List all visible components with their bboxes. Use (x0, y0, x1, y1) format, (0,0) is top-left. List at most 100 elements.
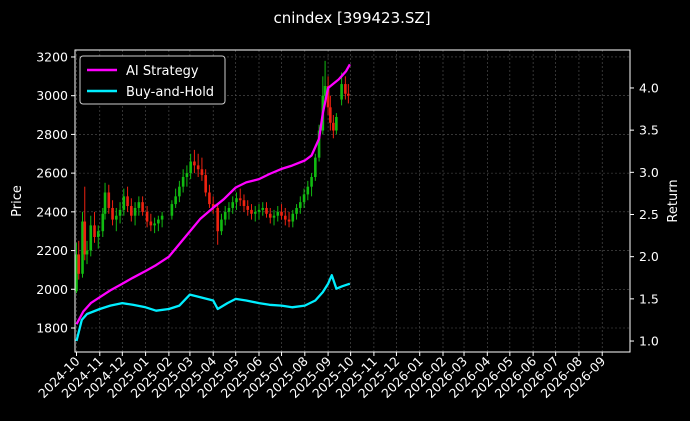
legend-label-ai: AI Strategy (126, 64, 199, 79)
candle-body (323, 86, 327, 96)
candle-body (253, 211, 257, 214)
candle-body (157, 219, 160, 224)
candle-body (160, 215, 164, 220)
candle-body (238, 198, 242, 201)
candle-body (295, 207, 298, 214)
candle-body (268, 213, 272, 218)
candle-body (287, 219, 291, 222)
candle-body (231, 202, 235, 208)
candle-body (276, 211, 280, 216)
candle-body (283, 215, 287, 220)
candle-body (299, 202, 302, 208)
candle-body (242, 200, 246, 207)
candle-body (344, 84, 347, 94)
y2-tick-label: 1.0 (639, 334, 659, 349)
candle-body (250, 209, 253, 214)
y2-tick-label: 3.0 (639, 165, 659, 180)
y-tick-label: 1800 (36, 320, 68, 335)
candle-body (257, 209, 261, 212)
candle-body (211, 204, 215, 208)
candle-body (181, 176, 185, 187)
candle-body (101, 213, 105, 232)
candle-body (261, 207, 265, 210)
y-tick-label: 2000 (36, 282, 68, 297)
candle-body (280, 211, 283, 216)
candle-body (272, 215, 276, 218)
y2-tick-label: 2.0 (639, 249, 659, 264)
candle-body (130, 206, 133, 216)
candle-body (170, 204, 174, 216)
candle-body (122, 196, 126, 210)
candle-body (291, 213, 295, 222)
candle-body (246, 206, 250, 210)
date-axis: 2024-102024-112024-122025-012025-022025-… (35, 352, 608, 401)
candle-body (326, 86, 330, 108)
candle-body (103, 192, 107, 214)
candle-body (235, 198, 238, 203)
candle-body (93, 225, 96, 238)
price-axis: 1800 2000 2200 2400 2600 2800 3000 3200 (36, 49, 75, 335)
y-tick-label: 2400 (36, 204, 68, 219)
candle-body (220, 219, 223, 232)
candle-body (193, 161, 196, 166)
candle-body (189, 161, 192, 174)
candle-body (118, 209, 122, 216)
candle-body (107, 192, 111, 208)
candles (75, 60, 350, 294)
candle-body (145, 211, 149, 222)
y2-tick-label: 4.0 (639, 80, 659, 95)
candle-body (340, 84, 343, 100)
series-line-buy-and-hold (75, 274, 351, 342)
legend-label-bh: Buy-and-Hold (126, 85, 214, 100)
plot-frame (74, 49, 631, 353)
candle-body (126, 196, 129, 207)
candle-body (178, 186, 181, 197)
candle-body (153, 223, 156, 226)
y2-tick-label: 2.5 (639, 207, 659, 222)
y-tick-label: 3200 (36, 49, 68, 64)
y-tick-label: 2600 (36, 166, 68, 181)
y2-tick-label: 1.5 (639, 291, 659, 306)
candle-body (96, 231, 100, 238)
candle-body (196, 165, 200, 170)
candle-body (227, 207, 231, 212)
candle-body (75, 254, 78, 292)
y2-tick-label: 3.5 (639, 123, 659, 138)
candle-body (185, 173, 189, 177)
candle-body (302, 194, 306, 203)
candle-body (317, 130, 321, 158)
candle-body (83, 221, 87, 255)
candle-body (85, 250, 89, 255)
candle-body (335, 116, 338, 131)
candle-body (81, 221, 84, 274)
return-axis: 1.0 1.5 2.0 2.5 3.0 3.5 4.0 (630, 80, 659, 349)
candle-body (204, 175, 207, 193)
y-tick-label: 2800 (36, 127, 68, 142)
y-tick-label: 3000 (36, 88, 68, 103)
y-tick-label: 2200 (36, 243, 68, 258)
candle-body (200, 169, 204, 176)
candle-body (216, 207, 219, 232)
candle-body (310, 176, 313, 187)
series-line-ai-strategy (75, 63, 351, 325)
candle-body (174, 196, 177, 205)
candle-body (111, 207, 114, 220)
candle-body (314, 157, 317, 177)
candle-body (265, 207, 268, 214)
candle-body (77, 254, 81, 274)
y-axis-label: Price (10, 185, 25, 217)
candle-body (149, 221, 153, 226)
candle-body (137, 202, 141, 208)
legend: AI Strategy Buy-and-Hold (79, 55, 226, 105)
candle-body (115, 215, 118, 220)
candle-body (89, 225, 93, 251)
candle-body (347, 93, 350, 96)
candle-body (306, 186, 310, 195)
candle-body (208, 192, 211, 205)
candle-body (332, 122, 335, 131)
candle-body (133, 207, 137, 216)
candle-body (329, 107, 332, 123)
y2-axis-label: Return (666, 179, 681, 222)
candle-body (223, 211, 227, 220)
